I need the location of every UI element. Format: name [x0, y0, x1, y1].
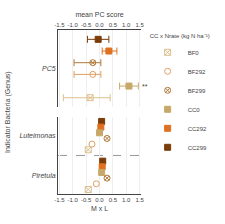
svg-text:**: ** [142, 83, 148, 90]
svg-text:PC5: PC5 [42, 65, 56, 72]
svg-text:0.0: 0.0 [95, 197, 104, 203]
svg-text:-0.5: -0.5 [81, 197, 92, 203]
svg-text:0.0: 0.0 [95, 22, 104, 28]
svg-text:1.0: 1.0 [122, 22, 131, 28]
svg-text:Piretula: Piretula [32, 172, 56, 179]
svg-text:CC299: CC299 [188, 145, 207, 151]
svg-text:-1.0: -1.0 [68, 22, 79, 28]
svg-text:CC x Nrate (kg N ha⁻¹): CC x Nrate (kg N ha⁻¹) [150, 33, 210, 39]
svg-text:-1.5: -1.5 [54, 22, 65, 28]
svg-text:1.0: 1.0 [122, 197, 131, 203]
svg-text:0.5: 0.5 [109, 197, 118, 203]
svg-text:CC292: CC292 [188, 126, 207, 132]
svg-text:0.5: 0.5 [109, 22, 118, 28]
svg-text:BF292: BF292 [188, 69, 206, 75]
svg-text:CC0: CC0 [188, 107, 201, 113]
svg-text:-1.5: -1.5 [54, 197, 65, 203]
svg-text:mean PC score: mean PC score [75, 11, 123, 18]
svg-text:1.5: 1.5 [135, 22, 144, 28]
svg-text:1.5: 1.5 [135, 197, 144, 203]
svg-text:BF0: BF0 [188, 50, 200, 56]
svg-text:-1.0: -1.0 [68, 197, 79, 203]
svg-text:Indicator Bacteria (Genus): Indicator Bacteria (Genus) [4, 71, 12, 153]
svg-text:-0.5: -0.5 [81, 22, 92, 28]
svg-text:BF299: BF299 [188, 88, 206, 94]
svg-text:M x L: M x L [91, 205, 108, 212]
svg-text:Luteimonas: Luteimonas [19, 132, 56, 139]
